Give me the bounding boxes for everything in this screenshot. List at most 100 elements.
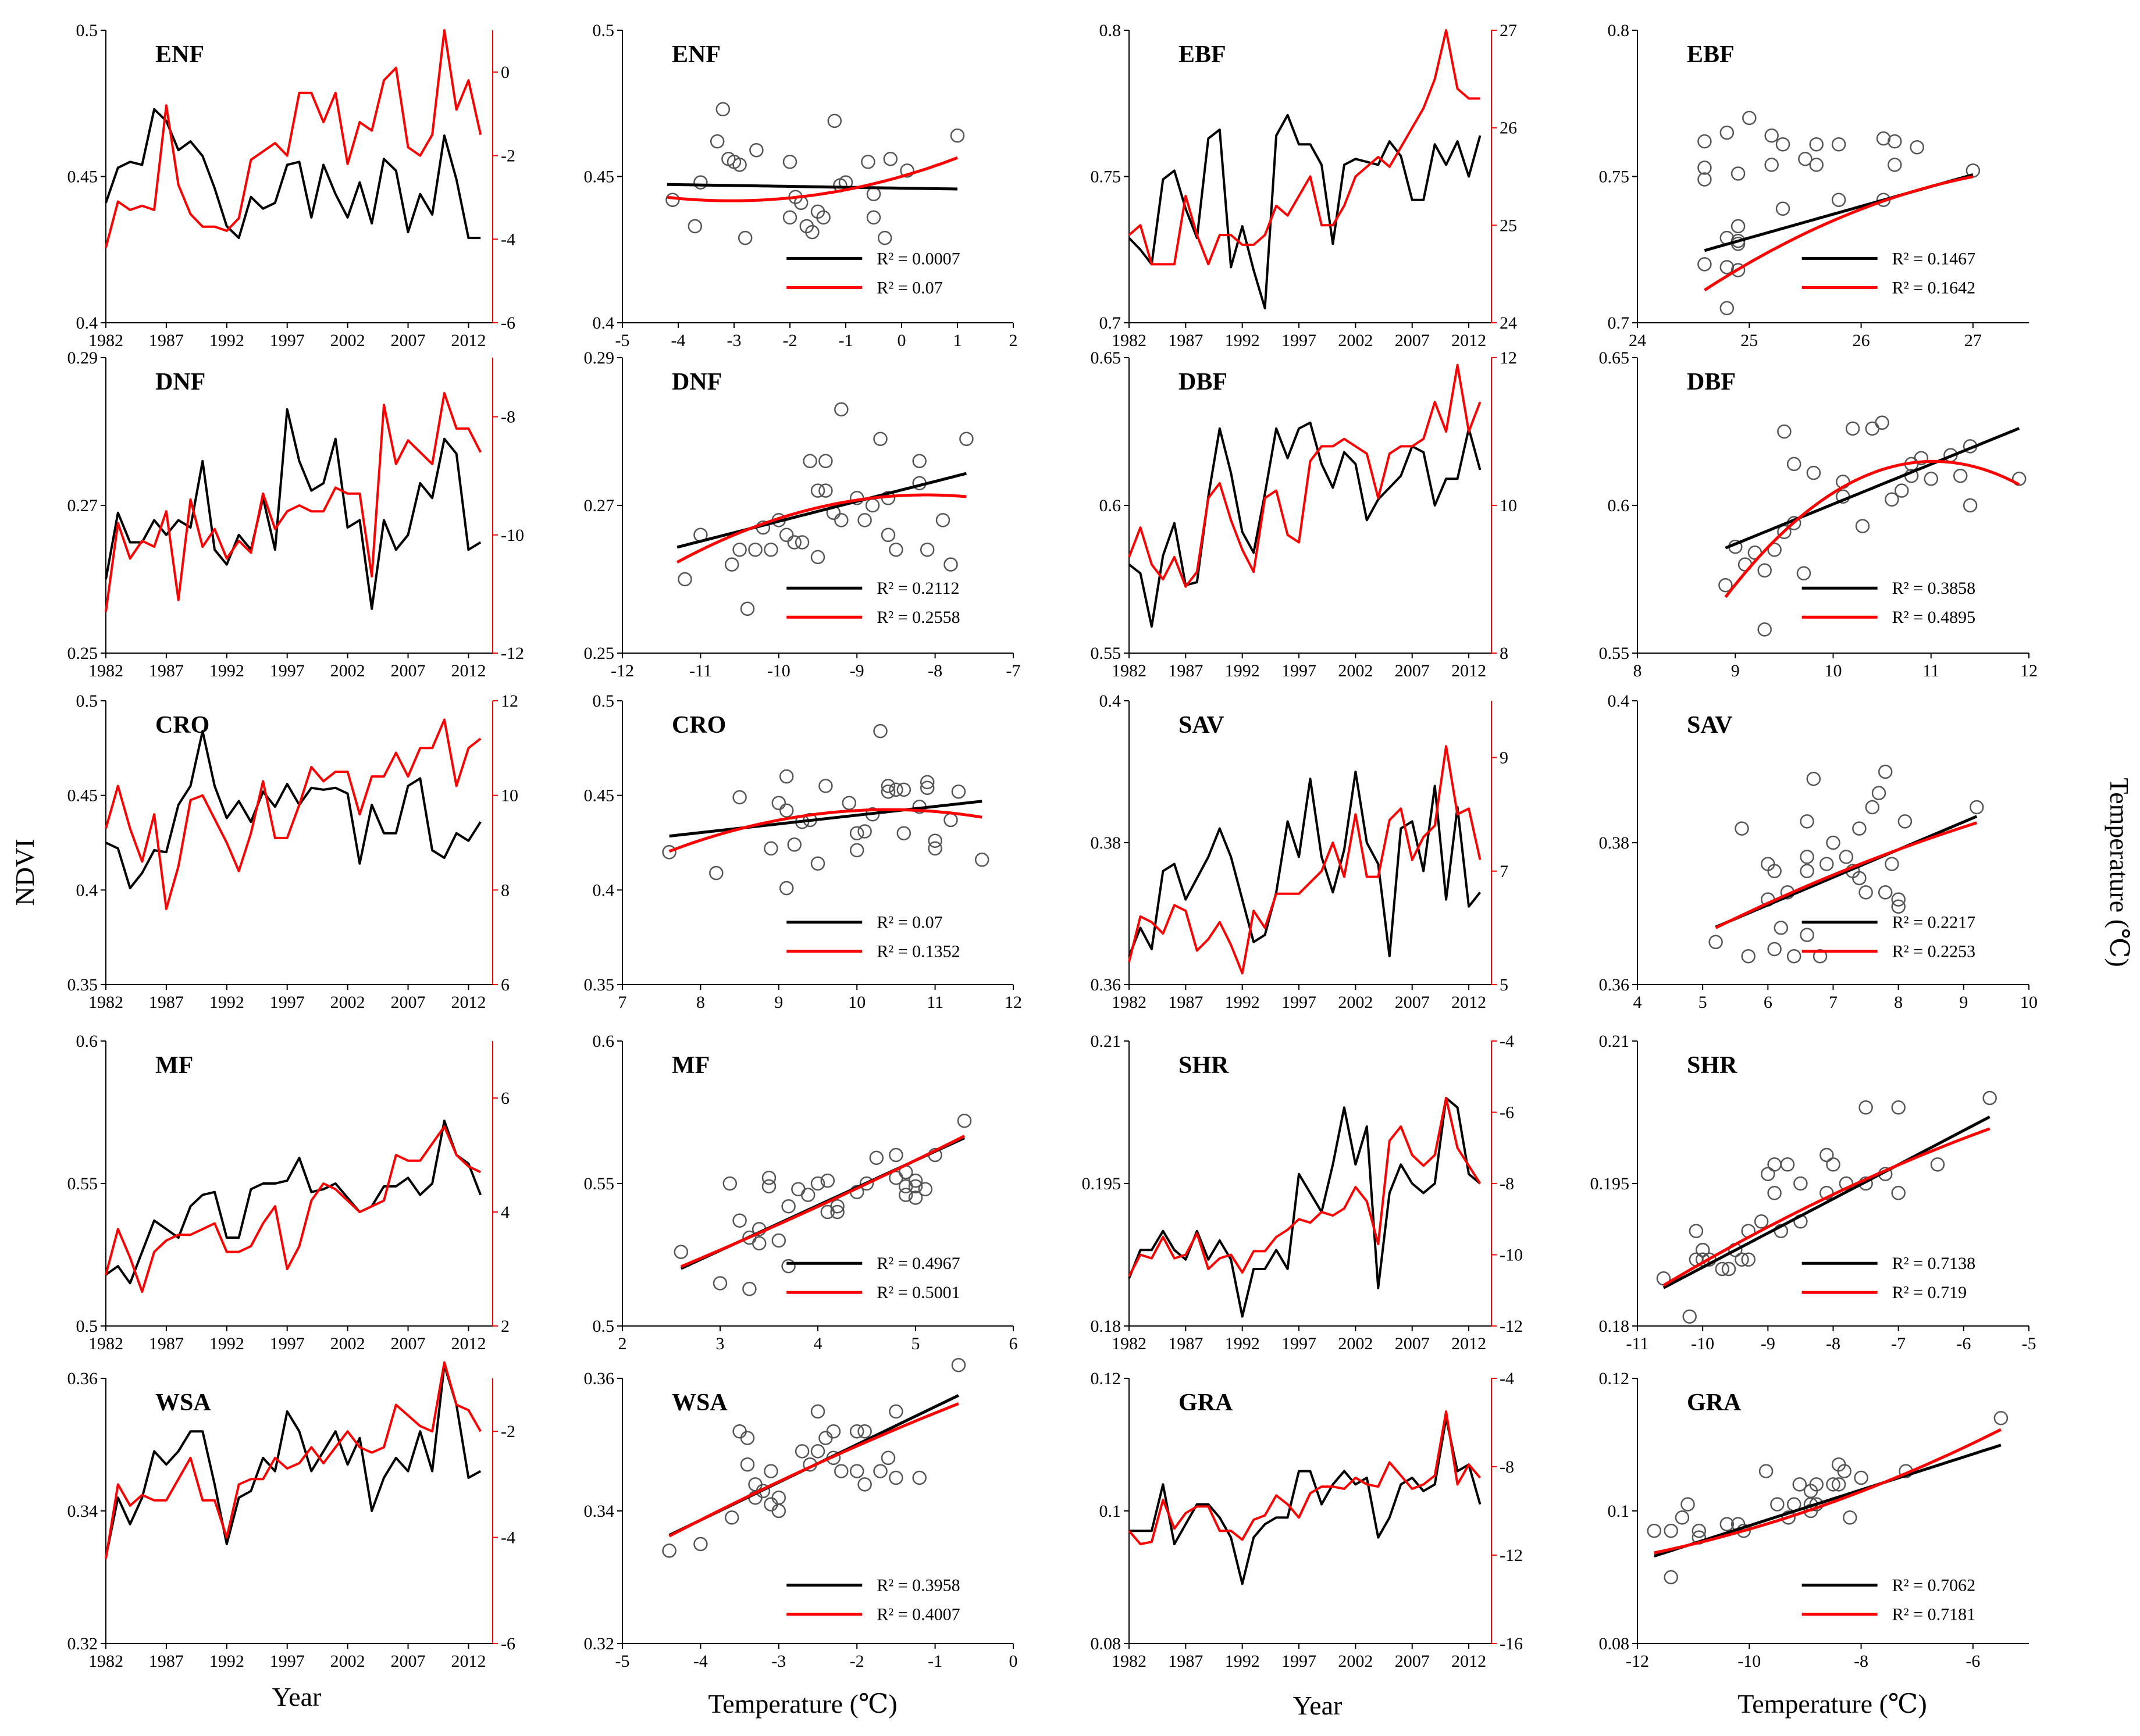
scatter-point	[889, 542, 903, 557]
x-tick-label: -5	[615, 331, 630, 350]
scatter-point	[710, 134, 725, 149]
scatter-point	[873, 723, 888, 739]
x-tick-label: -7	[1891, 1334, 1906, 1353]
y-tick-label: 0.21	[1091, 1032, 1121, 1051]
temperature-series-line	[105, 392, 482, 612]
scatter-point	[943, 557, 958, 572]
scatter-point	[1982, 1090, 1997, 1106]
scatter-point	[881, 527, 896, 543]
x-tick-label: 1987	[149, 331, 184, 350]
scatter-point	[1809, 1477, 1824, 1492]
scatter-point	[738, 230, 753, 245]
panel-mf-ts: 0.5 0.55 0.6 MF 1982 1987 1992 1997 2002 2007 2012…	[67, 1032, 510, 1353]
x-tick-label: 1997	[270, 1652, 305, 1671]
y2-tick-label: 6	[501, 1089, 510, 1108]
scatter-point	[873, 1464, 888, 1478]
scatter-point	[873, 432, 888, 446]
panel-title: DNF	[672, 369, 722, 395]
scatter-point	[1719, 1517, 1735, 1532]
x-tick-label: 4	[1633, 993, 1642, 1012]
y-tick-label: 0.7	[1099, 313, 1121, 333]
x-tick-label: 1982	[88, 661, 123, 680]
scatter-point	[764, 841, 778, 856]
panel-title: DNF	[155, 369, 205, 395]
scatter-point	[740, 601, 755, 616]
scatter-point	[800, 1188, 816, 1202]
ndvi-series-line	[105, 1120, 482, 1285]
x-tick-label: 1997	[270, 331, 305, 350]
temperature-series-line	[105, 1125, 482, 1293]
scatter-point	[920, 775, 935, 790]
x-tick-label: 7	[1829, 993, 1838, 1012]
scatter-point	[1770, 1497, 1785, 1512]
x-tick-label: 1997	[1281, 331, 1316, 350]
scatter-point	[834, 513, 849, 527]
x-tick-label: 1987	[1168, 661, 1203, 680]
y-tick-label: 0.75	[1091, 167, 1121, 187]
scatter-point	[771, 1490, 786, 1505]
scatter-point	[1798, 152, 1813, 166]
scatter-point	[1826, 835, 1840, 850]
x-tick-label: 0	[1009, 1652, 1018, 1671]
y-tick-label: 0.6	[593, 1032, 615, 1051]
x-tick-label: 1992	[209, 993, 244, 1012]
scatter-point	[810, 1404, 825, 1419]
y-tick-label: 0.7	[1608, 313, 1630, 333]
y-tick-label: 0.36	[584, 1369, 615, 1388]
scatter-point	[724, 557, 739, 572]
scatter-point	[1675, 1510, 1690, 1525]
y2-tick-label: -4	[501, 1528, 515, 1548]
panel-dbf-ts: 0.55 0.6 0.65 DBF 1982 1987 1992 1997 2002 2007 20…	[1091, 348, 1518, 680]
scatter-point	[857, 513, 872, 527]
y-tick-label: 0.4	[76, 313, 98, 333]
scatter-point	[1715, 1261, 1730, 1277]
scatter-point	[1757, 622, 1772, 637]
x-tick-label: 1997	[1281, 1334, 1316, 1353]
x-tick-label: -6	[1956, 1334, 1971, 1353]
scatter-point	[771, 796, 786, 810]
scatter-point	[1858, 1100, 1873, 1115]
scatter-point	[1878, 764, 1893, 779]
x-tick-label: 2012	[451, 661, 486, 680]
poly-fit-line	[1662, 1127, 1991, 1287]
scatter-point	[1721, 1261, 1736, 1277]
scatter-point	[1858, 885, 1873, 900]
legend-linear-r2: R² = 0.07	[877, 913, 942, 932]
x-tick-label: 2007	[1395, 993, 1430, 1012]
scatter-point	[830, 1204, 845, 1220]
x-tick-label: 1997	[1281, 1652, 1316, 1671]
y2-tick-label: 5	[1500, 975, 1508, 994]
y-tick-label: 0.29	[584, 348, 615, 368]
y-tick-label: 0.5	[76, 21, 98, 40]
ylabel-temperature: Temperature (℃)	[2105, 778, 2134, 967]
legend-poly-r2: R² = 0.2253	[1892, 942, 1975, 961]
xlabel-year-col3: Year	[1293, 1691, 1343, 1720]
scatter-point	[1930, 1157, 1945, 1172]
scatter-point	[715, 102, 731, 117]
scatter-point	[889, 782, 903, 797]
panel-gra-sc: 0.08 0.1 0.12 GRA -12 -10 -8 -6 R² = 0.7062 R² = …	[1599, 1369, 2029, 1671]
x-tick-label: -3	[727, 331, 742, 350]
scatter-point	[1697, 172, 1712, 187]
y-tick-label: 0.195	[1082, 1174, 1121, 1193]
x-tick-label: 2007	[391, 1334, 426, 1353]
x-tick-label: 0	[898, 331, 906, 350]
y-tick-label: 0.35	[584, 975, 615, 994]
scatter-point	[1953, 468, 1968, 483]
legend-linear-r2: R² = 0.3958	[877, 1576, 960, 1595]
scatter-point	[1854, 1470, 1868, 1485]
legend-poly-r2: R² = 0.1642	[1892, 278, 1975, 297]
scatter-point	[732, 1213, 747, 1228]
scatter-point	[1875, 415, 1889, 430]
x-tick-label: -3	[771, 1652, 786, 1671]
x-tick-label: 1982	[88, 1334, 123, 1353]
scatter-point	[1800, 850, 1814, 864]
scatter-point	[662, 845, 676, 860]
scatter-point	[662, 1543, 676, 1558]
y-tick-label: 0.65	[1091, 348, 1121, 368]
x-tick-label: 10	[1825, 661, 1842, 680]
scatter-point	[795, 1444, 810, 1459]
y-tick-label: 0.45	[584, 786, 615, 805]
scatter-point	[1865, 800, 1880, 815]
